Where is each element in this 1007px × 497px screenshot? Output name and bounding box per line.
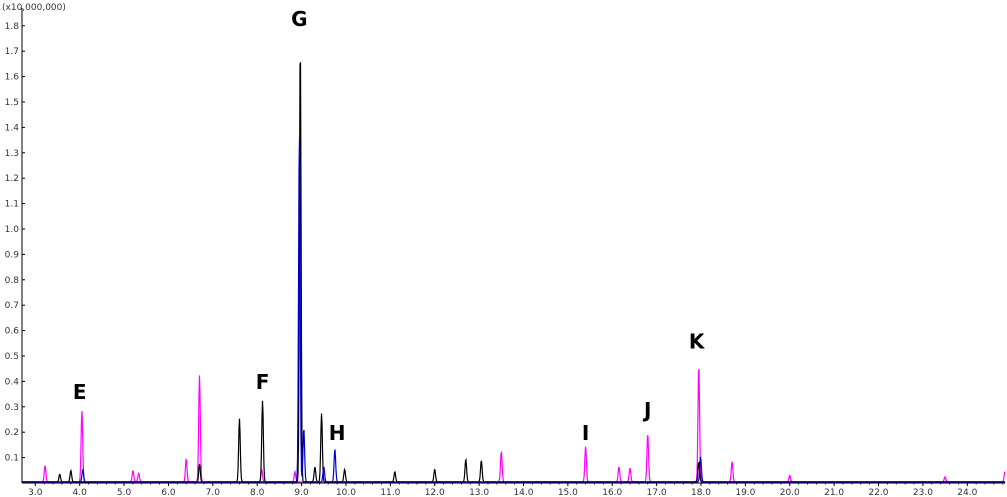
peak-label-j: J bbox=[642, 398, 651, 422]
y-tick-label: 1.8 bbox=[5, 22, 20, 32]
peak-annotations: E F G H I J K bbox=[73, 7, 706, 445]
peak-label-g: G bbox=[291, 7, 307, 31]
y-tick-label: 0.4 bbox=[5, 377, 20, 387]
x-tick-label: 10.0 bbox=[336, 488, 356, 497]
x-tick-label: 6.0 bbox=[161, 488, 176, 497]
y-tick-label: 0.1 bbox=[5, 454, 19, 464]
y-tick-label: 1.0 bbox=[5, 225, 20, 235]
peak-label-h: H bbox=[329, 421, 346, 445]
y-tick-label: 0.9 bbox=[5, 250, 20, 260]
x-tick-label: 11.0 bbox=[380, 488, 400, 497]
peak-label-k: K bbox=[689, 329, 706, 353]
x-tick-label: 15.0 bbox=[558, 488, 578, 497]
traces bbox=[21, 62, 1006, 483]
trace-line-1 bbox=[21, 369, 1006, 483]
y-tick-label: 1.6 bbox=[5, 73, 20, 83]
x-tick-label: 12.0 bbox=[425, 488, 445, 497]
x-tick-label: 7.0 bbox=[206, 488, 221, 497]
x-tick-label: 24.0 bbox=[957, 488, 977, 497]
y-tick-label: 0.6 bbox=[5, 327, 20, 337]
x-tick-label: 9.0 bbox=[294, 488, 309, 497]
peak-label-i: I bbox=[582, 421, 589, 445]
x-tick-label: 21.0 bbox=[824, 488, 844, 497]
axes: 3.0 4.0 5.0 6.0 7.0 8.0 9.0 10.0 11.0 12.0 13.0 14.… bbox=[5, 8, 1005, 497]
y-tick-label: 0.7 bbox=[5, 301, 19, 311]
x-tick-label: 8.0 bbox=[250, 488, 265, 497]
x-tick-label: 19.0 bbox=[735, 488, 755, 497]
y-tick-label: 0.3 bbox=[5, 403, 19, 413]
x-tick-label: 17.0 bbox=[647, 488, 667, 497]
y-tick-label: 0.2 bbox=[5, 428, 19, 438]
peak-label-e: E bbox=[73, 380, 87, 404]
y-tick-label: 1.7 bbox=[5, 47, 19, 57]
x-tick-label: 22.0 bbox=[868, 488, 888, 497]
y-tick-label: 1.1 bbox=[5, 200, 19, 210]
x-tick-label: 14.0 bbox=[513, 488, 533, 497]
x-tick-label: 16.0 bbox=[602, 488, 622, 497]
x-tick-label: 4.0 bbox=[73, 488, 88, 497]
y-scale-label: (x10,000,000) bbox=[2, 3, 66, 13]
y-tick-label: 1.5 bbox=[5, 98, 19, 108]
x-tick-label: 13.0 bbox=[469, 488, 489, 497]
y-tick-label: 0.5 bbox=[5, 352, 19, 362]
trace-line-3 bbox=[21, 138, 1006, 483]
x-tick-label: 23.0 bbox=[913, 488, 933, 497]
y-tick-label: 0.8 bbox=[5, 276, 20, 286]
trace-line-2 bbox=[21, 62, 1006, 483]
y-tick-label: 1.4 bbox=[5, 123, 20, 133]
x-tick-label: 20.0 bbox=[780, 488, 800, 497]
y-tick-label: 1.3 bbox=[5, 149, 19, 159]
x-tick-label: 3.0 bbox=[28, 488, 43, 497]
x-tick-label: 5.0 bbox=[117, 488, 132, 497]
y-tick-label: 1.2 bbox=[5, 174, 19, 184]
peak-label-f: F bbox=[256, 370, 270, 394]
x-tick-label: 18.0 bbox=[691, 488, 711, 497]
